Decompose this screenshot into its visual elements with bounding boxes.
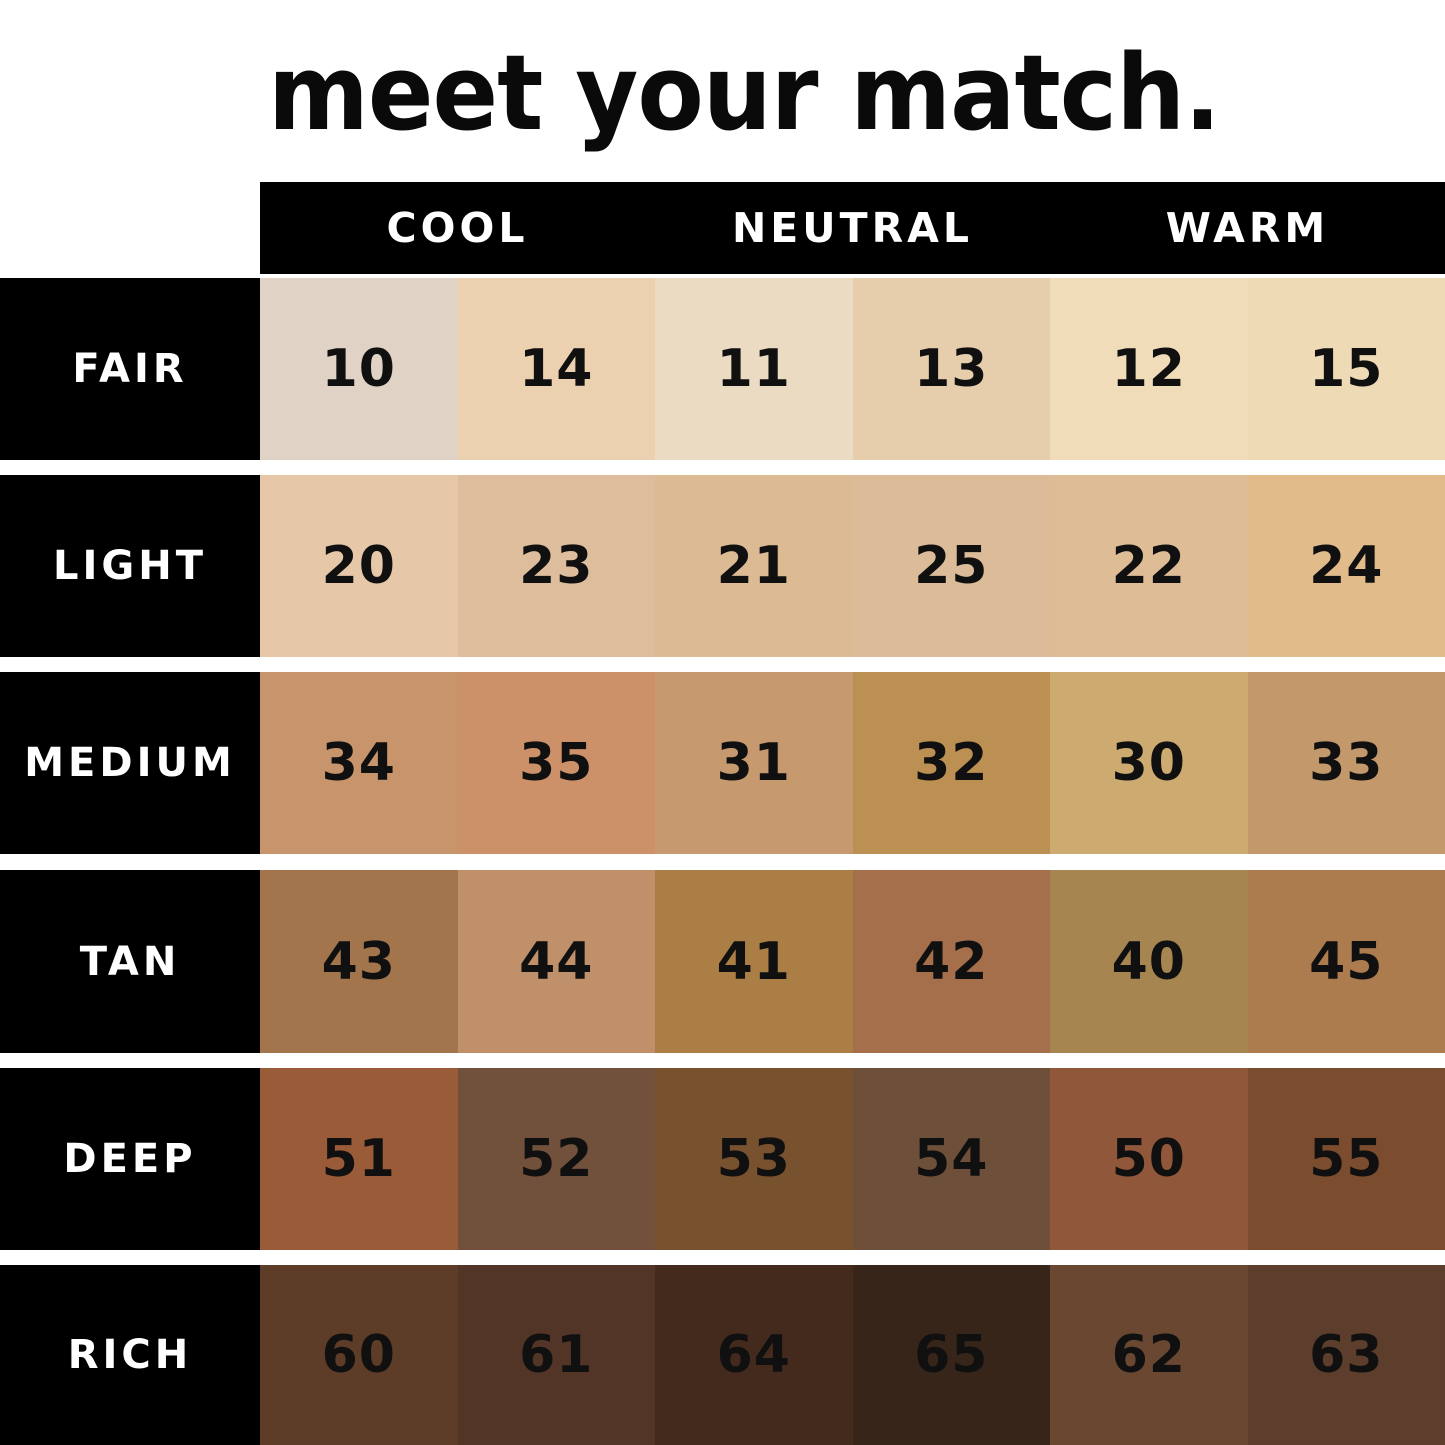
shade-number: 14: [519, 339, 594, 399]
shade-swatch[interactable]: 41: [655, 870, 853, 1053]
shade-number: 33: [1309, 733, 1384, 793]
shade-number: 41: [716, 931, 791, 992]
shade-swatch[interactable]: 30: [1050, 672, 1248, 854]
shade-number: 45: [1309, 931, 1384, 992]
shade-number: 20: [321, 536, 396, 596]
shade-number: 25: [914, 536, 989, 596]
shade-swatch[interactable]: 52: [457, 1068, 655, 1250]
shade-number: 21: [716, 536, 791, 596]
shade-swatch[interactable]: 12: [1050, 278, 1248, 460]
shade-number: 61: [519, 1325, 594, 1385]
shade-swatch[interactable]: 61: [457, 1265, 655, 1445]
shade-swatch[interactable]: 60: [260, 1265, 458, 1445]
shade-swatch[interactable]: 35: [457, 672, 655, 854]
shade-swatch[interactable]: 22: [1050, 475, 1248, 657]
shade-swatch[interactable]: 63: [1247, 1265, 1445, 1445]
shade-swatch[interactable]: 65: [852, 1265, 1050, 1445]
column-header-bar: [260, 182, 1445, 274]
swatch-strip: 20 23 21 25 22 24: [260, 475, 1445, 657]
shade-swatch[interactable]: 44: [457, 870, 655, 1053]
shade-number: 30: [1111, 733, 1186, 793]
swatch-strip: 60 61 64 65 62 63: [260, 1265, 1445, 1445]
swatch-strip: 10 14 11 13 12 15: [260, 278, 1445, 460]
shade-number: 55: [1309, 1129, 1384, 1189]
shade-number: 34: [321, 733, 396, 793]
shade-swatch[interactable]: 33: [1247, 672, 1445, 854]
shade-number: 51: [321, 1129, 396, 1189]
column-header-neutral: NEUTRAL: [731, 204, 973, 252]
shade-swatch[interactable]: 25: [852, 475, 1050, 657]
shade-number: 22: [1111, 536, 1186, 596]
shade-swatch[interactable]: 13: [852, 278, 1050, 460]
shade-row: RICH 60 61 64 65 62 63: [0, 1265, 1445, 1445]
shade-swatch[interactable]: 32: [852, 672, 1050, 854]
shade-swatch[interactable]: 10: [260, 278, 458, 460]
shade-row: LIGHT 20 23 21 25 22 24: [0, 475, 1445, 657]
swatch-strip: 43 44 41 42 40 45: [260, 870, 1445, 1053]
row-label-light: LIGHT: [0, 475, 260, 657]
shade-number: 44: [519, 931, 594, 992]
page-title: meet your match.: [268, 32, 1221, 154]
shade-number: 50: [1111, 1129, 1186, 1189]
shade-swatch[interactable]: 34: [260, 672, 458, 854]
shade-swatch[interactable]: 21: [655, 475, 853, 657]
shade-number: 62: [1111, 1325, 1186, 1385]
shade-number: 64: [716, 1325, 791, 1385]
row-label-fair: FAIR: [0, 278, 260, 460]
shade-number: 52: [519, 1129, 594, 1189]
shade-number: 24: [1309, 536, 1384, 596]
shade-swatch[interactable]: 31: [655, 672, 853, 854]
shade-swatch[interactable]: 20: [260, 475, 458, 657]
shade-number: 15: [1309, 339, 1384, 399]
shade-number: 10: [321, 339, 396, 399]
shade-number: 35: [519, 733, 594, 793]
shade-swatch[interactable]: 62: [1050, 1265, 1248, 1445]
shade-number: 43: [321, 931, 396, 992]
shade-row: DEEP 51 52 53 54 50 55: [0, 1068, 1445, 1250]
shade-number: 31: [716, 733, 791, 793]
swatch-strip: 34 35 31 32 30 33: [260, 672, 1445, 854]
shade-swatch[interactable]: 55: [1247, 1068, 1445, 1250]
shade-number: 63: [1309, 1325, 1384, 1385]
shade-swatch[interactable]: 15: [1247, 278, 1445, 460]
shade-number: 42: [914, 931, 989, 992]
shade-number: 11: [716, 339, 791, 399]
shade-number: 65: [914, 1325, 989, 1385]
shade-number: 12: [1111, 339, 1186, 399]
shade-row: MEDIUM 34 35 31 32 30 33: [0, 672, 1445, 854]
shade-swatch[interactable]: 64: [655, 1265, 853, 1445]
shade-swatch[interactable]: 14: [457, 278, 655, 460]
column-header-warm: WARM: [1165, 204, 1330, 252]
shade-number: 13: [914, 339, 989, 399]
swatch-strip: 51 52 53 54 50 55: [260, 1068, 1445, 1250]
shade-swatch[interactable]: 51: [260, 1068, 458, 1250]
shade-number: 60: [321, 1325, 396, 1385]
row-label-tan: TAN: [0, 870, 260, 1053]
shade-number: 32: [914, 733, 989, 793]
shade-swatch[interactable]: 11: [655, 278, 853, 460]
row-label-rich: RICH: [0, 1265, 260, 1445]
shade-swatch[interactable]: 50: [1050, 1068, 1248, 1250]
shade-row: TAN 43 44 41 42 40 45: [0, 870, 1445, 1053]
shade-number: 54: [914, 1129, 989, 1189]
shade-swatch[interactable]: 40: [1050, 870, 1248, 1053]
shade-number: 53: [716, 1129, 791, 1189]
shade-number: 40: [1111, 931, 1186, 992]
column-header-cool: COOL: [386, 204, 529, 252]
shade-number: 23: [519, 536, 594, 596]
shade-row: FAIR 10 14 11 13 12 15: [0, 278, 1445, 460]
shade-swatch[interactable]: 23: [457, 475, 655, 657]
row-label-deep: DEEP: [0, 1068, 260, 1250]
shade-swatch[interactable]: 43: [260, 870, 458, 1053]
shade-swatch[interactable]: 42: [852, 870, 1050, 1053]
shade-swatch[interactable]: 54: [852, 1068, 1050, 1250]
row-label-medium: MEDIUM: [0, 672, 260, 854]
shade-swatch[interactable]: 45: [1247, 870, 1445, 1053]
shade-swatch[interactable]: 24: [1247, 475, 1445, 657]
shade-swatch[interactable]: 53: [655, 1068, 853, 1250]
column-header-row: COOL NEUTRAL WARM: [260, 182, 1445, 274]
